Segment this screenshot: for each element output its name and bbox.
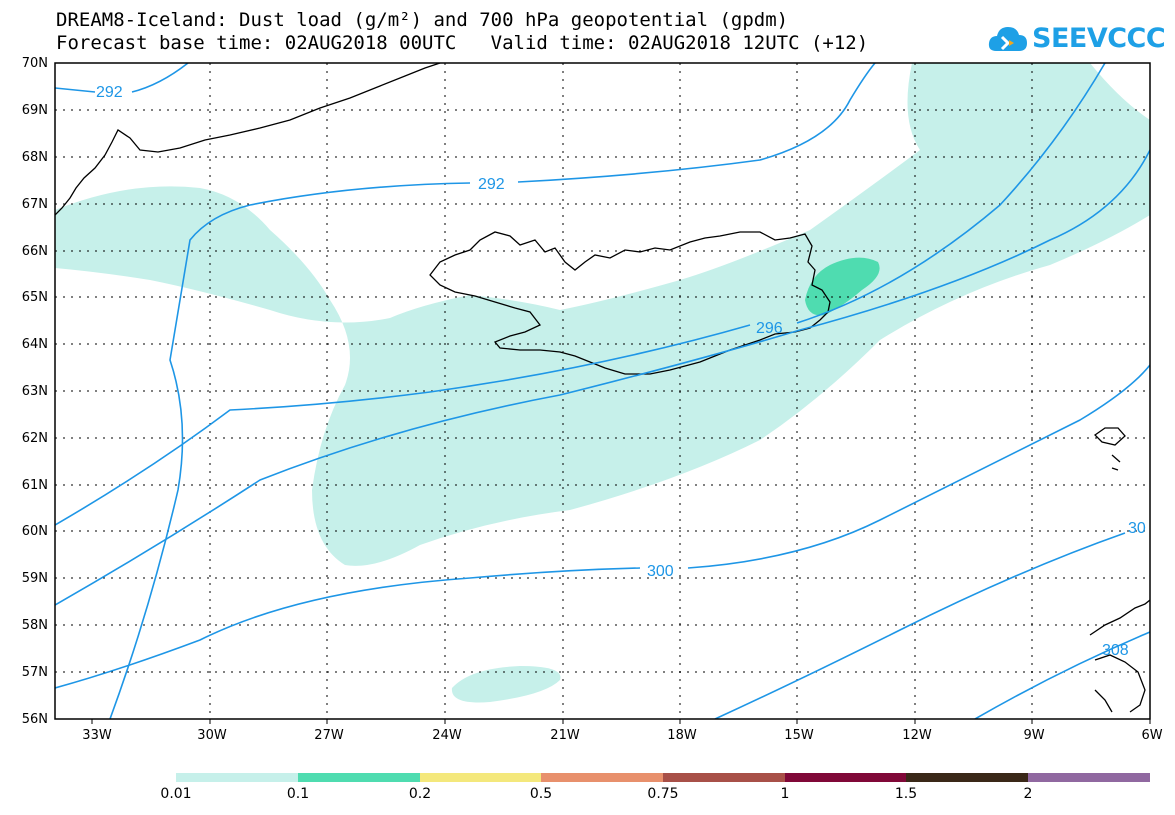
colorbar-segment bbox=[541, 773, 663, 782]
lat-label: 69N bbox=[21, 103, 48, 118]
colorbar-label: 0.1 bbox=[286, 786, 310, 802]
lat-label: 70N bbox=[21, 56, 48, 71]
lon-label: 9W bbox=[1023, 728, 1045, 743]
colorbar-segment bbox=[785, 773, 906, 782]
lat-label: 56N bbox=[21, 712, 48, 727]
faroe-coast bbox=[1093, 427, 1126, 471]
lat-label: 68N bbox=[21, 150, 48, 165]
lon-label: 24W bbox=[432, 728, 462, 743]
contour-label: 292 bbox=[96, 84, 123, 101]
contour-label: 300 bbox=[647, 563, 674, 580]
lat-label: 58N bbox=[21, 618, 48, 633]
lat-label: 59N bbox=[21, 571, 48, 586]
tick-marks bbox=[91, 719, 1151, 724]
map-frame bbox=[54, 62, 1151, 720]
grid-lines bbox=[55, 63, 1150, 719]
colorbar-segment bbox=[176, 773, 298, 782]
lat-label: 63N bbox=[21, 384, 48, 399]
scotland-coast bbox=[1089, 599, 1150, 713]
colorbar-segment bbox=[906, 773, 1028, 782]
lon-label: 30W bbox=[197, 728, 227, 743]
colorbar-label: 1 bbox=[780, 786, 790, 802]
lat-label: 60N bbox=[21, 524, 48, 539]
lon-label: 27W bbox=[314, 728, 344, 743]
dust-area-south bbox=[451, 666, 561, 703]
dust-area-main bbox=[55, 63, 1150, 566]
iceland-coast bbox=[429, 231, 831, 375]
lat-label: 61N bbox=[21, 478, 48, 493]
colorbar-segment bbox=[420, 773, 541, 782]
cloud-icon bbox=[988, 27, 1027, 51]
colorbar-segment bbox=[1028, 773, 1150, 782]
lon-label: 33W bbox=[82, 728, 112, 743]
coastlines bbox=[55, 63, 1150, 713]
logo-text: SEEVCCC bbox=[1032, 22, 1166, 54]
colorbar-label: 0.75 bbox=[647, 786, 679, 802]
contour-label: 292 bbox=[478, 176, 505, 193]
geopotential-contours bbox=[55, 63, 1150, 719]
seevccc-logo: SEEVCCC bbox=[988, 18, 1166, 58]
colorbar-label: 2 bbox=[1023, 786, 1033, 802]
colorbar-segment bbox=[663, 773, 785, 782]
colorbar-label: 0.5 bbox=[529, 786, 553, 802]
contour-label: 308 bbox=[1102, 642, 1129, 659]
lat-label: 57N bbox=[21, 665, 48, 680]
lat-label: 66N bbox=[21, 244, 48, 259]
dust-area-high bbox=[805, 257, 880, 316]
lon-label: 15W bbox=[784, 728, 814, 743]
lat-label: 64N bbox=[21, 337, 48, 352]
lat-label: 62N bbox=[21, 431, 48, 446]
map-title: DREAM8-Iceland: Dust load (g/m²) and 700… bbox=[56, 9, 789, 31]
map-subtitle: Forecast base time: 02AUG2018 00UTC Vali… bbox=[56, 32, 869, 54]
colorbar-label: 0.2 bbox=[408, 786, 432, 802]
lon-label: 12W bbox=[902, 728, 932, 743]
colorbar-label: 1.5 bbox=[894, 786, 918, 802]
contour-label: 296 bbox=[756, 320, 783, 337]
greenland-coast bbox=[55, 63, 441, 216]
lat-label: 67N bbox=[21, 197, 48, 212]
colorbar-label: 0.01 bbox=[160, 786, 192, 802]
lon-label: 6W bbox=[1141, 728, 1163, 743]
colorbar-segment bbox=[298, 773, 420, 782]
lon-label: 18W bbox=[667, 728, 697, 743]
lon-label: 21W bbox=[550, 728, 580, 743]
contour-label: 30 bbox=[1128, 520, 1146, 537]
lat-label: 65N bbox=[21, 290, 48, 305]
